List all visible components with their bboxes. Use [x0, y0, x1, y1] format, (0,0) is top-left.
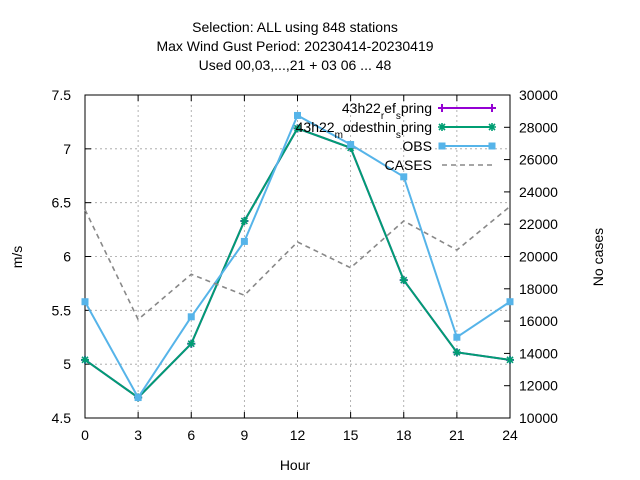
legend-label: CASES: [385, 157, 432, 173]
x-tick-label: 9: [240, 427, 248, 443]
legend-label: 43h22refspring: [342, 100, 432, 122]
data-point: [347, 141, 355, 149]
series: [81, 111, 514, 402]
data-point: [187, 339, 196, 348]
y-tick-label: 4.5: [52, 410, 72, 426]
data-point: [81, 355, 89, 364]
series-line: [84, 205, 511, 321]
series-line: [84, 127, 511, 399]
legend-entry: OBS: [402, 138, 496, 154]
legend-entry: 43h22refspring: [342, 100, 496, 122]
x-tick-label: 18: [396, 427, 412, 443]
x-axis-label: Hour: [280, 457, 311, 473]
y-tick-label: 5: [63, 356, 71, 372]
data-point: [506, 355, 514, 364]
grid: [85, 95, 510, 418]
x-tick-label: 6: [187, 427, 195, 443]
data-point: [294, 111, 301, 119]
data-point: [293, 124, 302, 133]
y2-tick-label: 24000: [519, 184, 558, 200]
data-point: [506, 298, 514, 306]
y2-tick-label: 12000: [519, 378, 558, 394]
data-point: [187, 313, 195, 321]
legend-entry: 43h22modesthinspring: [296, 119, 496, 141]
legend-marker: [438, 104, 446, 112]
data-point: [134, 394, 142, 402]
y-tick-label: 6.5: [52, 195, 72, 211]
y-tick-label: 7.5: [52, 87, 72, 103]
title-line-3: Used 00,03,...,21 + 03 06 ... 48: [199, 57, 392, 73]
y-axis-label: m/s: [9, 246, 25, 269]
y2-tick-label: 22000: [519, 216, 558, 232]
series-CASES: [84, 205, 511, 321]
y2-tick-label: 14000: [519, 345, 558, 361]
y2-tick-label: 20000: [519, 249, 558, 265]
series-line: [84, 127, 511, 399]
x-tick-label: 15: [343, 427, 359, 443]
x-tick-label: 3: [134, 427, 142, 443]
y2-tick-label: 30000: [519, 87, 558, 103]
y2-axis-label: No cases: [590, 228, 606, 286]
legend-marker: [488, 142, 496, 150]
x-tick-label: 12: [290, 427, 306, 443]
y-tick-label: 7: [63, 141, 71, 157]
data-point: [81, 298, 89, 306]
data-point: [452, 348, 461, 357]
legend-marker: [488, 123, 496, 131]
legend-entry: CASES: [385, 157, 492, 173]
y2-tick-label: 26000: [519, 152, 558, 168]
x-tick-label: 0: [81, 427, 89, 443]
legend-label: OBS: [402, 138, 432, 154]
data-point: [399, 276, 408, 285]
legend-marker: [438, 123, 446, 131]
data-point: [400, 173, 408, 181]
data-point: [453, 333, 461, 341]
y2-tick-label: 28000: [519, 119, 558, 135]
y2-tick-label: 16000: [519, 313, 558, 329]
title-line-2: Max Wind Gust Period: 20230414-20230419: [156, 38, 433, 54]
chart-title: Selection: ALL using 848 stations Max Wi…: [156, 19, 433, 73]
plot-frame: [84, 94, 511, 419]
legend-marker: [488, 104, 496, 112]
series-OBS: [81, 111, 514, 402]
legend-label: 43h22modesthinspring: [296, 119, 432, 141]
y2-tick-label: 18000: [519, 281, 558, 297]
legend-marker: [438, 142, 446, 150]
data-point: [240, 237, 248, 245]
x-tick-label: 21: [449, 427, 465, 443]
x-tick-label: 24: [502, 427, 518, 443]
y-tick-label: 5.5: [52, 302, 72, 318]
title-line-1: Selection: ALL using 848 stations: [192, 19, 398, 35]
y2-tick-label: 10000: [519, 410, 558, 426]
y-tick-label: 6: [63, 249, 71, 265]
data-point: [240, 216, 249, 225]
axes: 0 3 6 9 12 15 18 21 24 4.5 5 5.5 6 6.5 7 7.5 10000 12000 1…: [52, 87, 559, 443]
